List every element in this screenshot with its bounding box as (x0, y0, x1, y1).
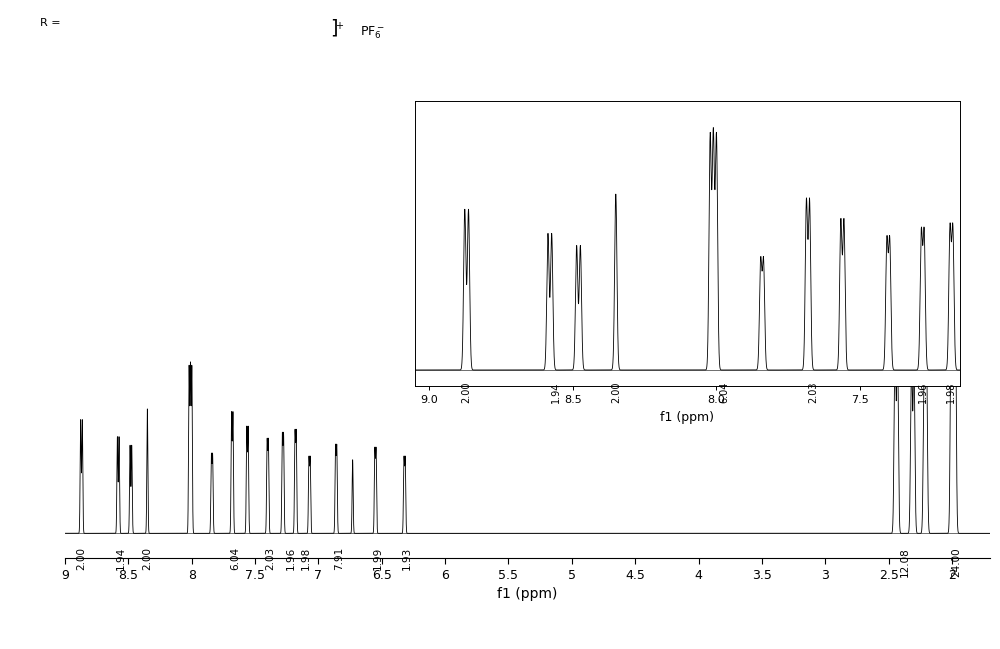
Text: +: + (335, 21, 343, 31)
Text: 1.98: 1.98 (946, 382, 956, 403)
Text: 2.03: 2.03 (809, 382, 819, 403)
Text: 2.00: 2.00 (142, 547, 152, 570)
Text: 1.94: 1.94 (551, 382, 561, 403)
Text: 1.96: 1.96 (286, 547, 296, 570)
Text: 1.94: 1.94 (116, 547, 126, 570)
Text: 1.96: 1.96 (918, 382, 928, 403)
Text: 1.99: 1.99 (373, 547, 383, 570)
Text: 2.03: 2.03 (265, 547, 275, 570)
Text: 2.00: 2.00 (611, 382, 621, 403)
X-axis label: f1 (ppm): f1 (ppm) (660, 411, 714, 424)
Text: ]: ] (330, 19, 338, 38)
Text: 6.04: 6.04 (230, 547, 240, 570)
Text: 6.04: 6.04 (720, 382, 730, 403)
Text: R =: R = (40, 18, 61, 28)
Text: 1.98: 1.98 (301, 547, 311, 570)
Text: 2.00: 2.00 (76, 547, 86, 570)
Text: $\mathregular{PF_6^-}$: $\mathregular{PF_6^-}$ (360, 25, 385, 41)
Text: 12.08: 12.08 (900, 547, 910, 577)
X-axis label: f1 (ppm): f1 (ppm) (497, 587, 558, 601)
Text: 24.00: 24.00 (951, 547, 961, 576)
Text: 7.91: 7.91 (334, 547, 344, 570)
Text: 2.00: 2.00 (462, 382, 472, 403)
Text: 1.93: 1.93 (402, 547, 412, 570)
